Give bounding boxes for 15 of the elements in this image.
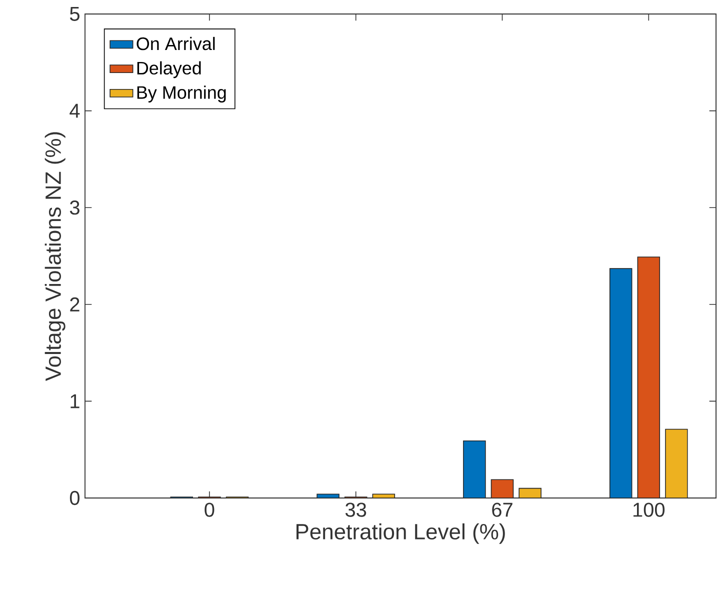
x-tick-label: 100 — [634, 502, 665, 517]
y-tick-label: 2 — [70, 297, 80, 312]
y-tick-label: 4 — [70, 104, 80, 118]
y-tick-label: 1 — [70, 394, 80, 408]
legend-label: On Arrival — [136, 36, 215, 50]
y-tick-label: 3 — [70, 200, 80, 215]
y-tick-label: 0 — [70, 490, 80, 506]
x-axis-title: Penetration Level (%) — [296, 523, 505, 544]
x-tick-label: 67 — [492, 502, 512, 517]
y-tick-label: 5 — [70, 7, 80, 21]
legend-label: Delayed — [137, 61, 201, 78]
x-tick-label: 0 — [204, 502, 214, 517]
legend-label: By Morning — [137, 86, 226, 102]
y-axis-title: Voltage Violations NZ (%) — [44, 132, 66, 382]
x-tick-label: 33 — [345, 502, 366, 517]
